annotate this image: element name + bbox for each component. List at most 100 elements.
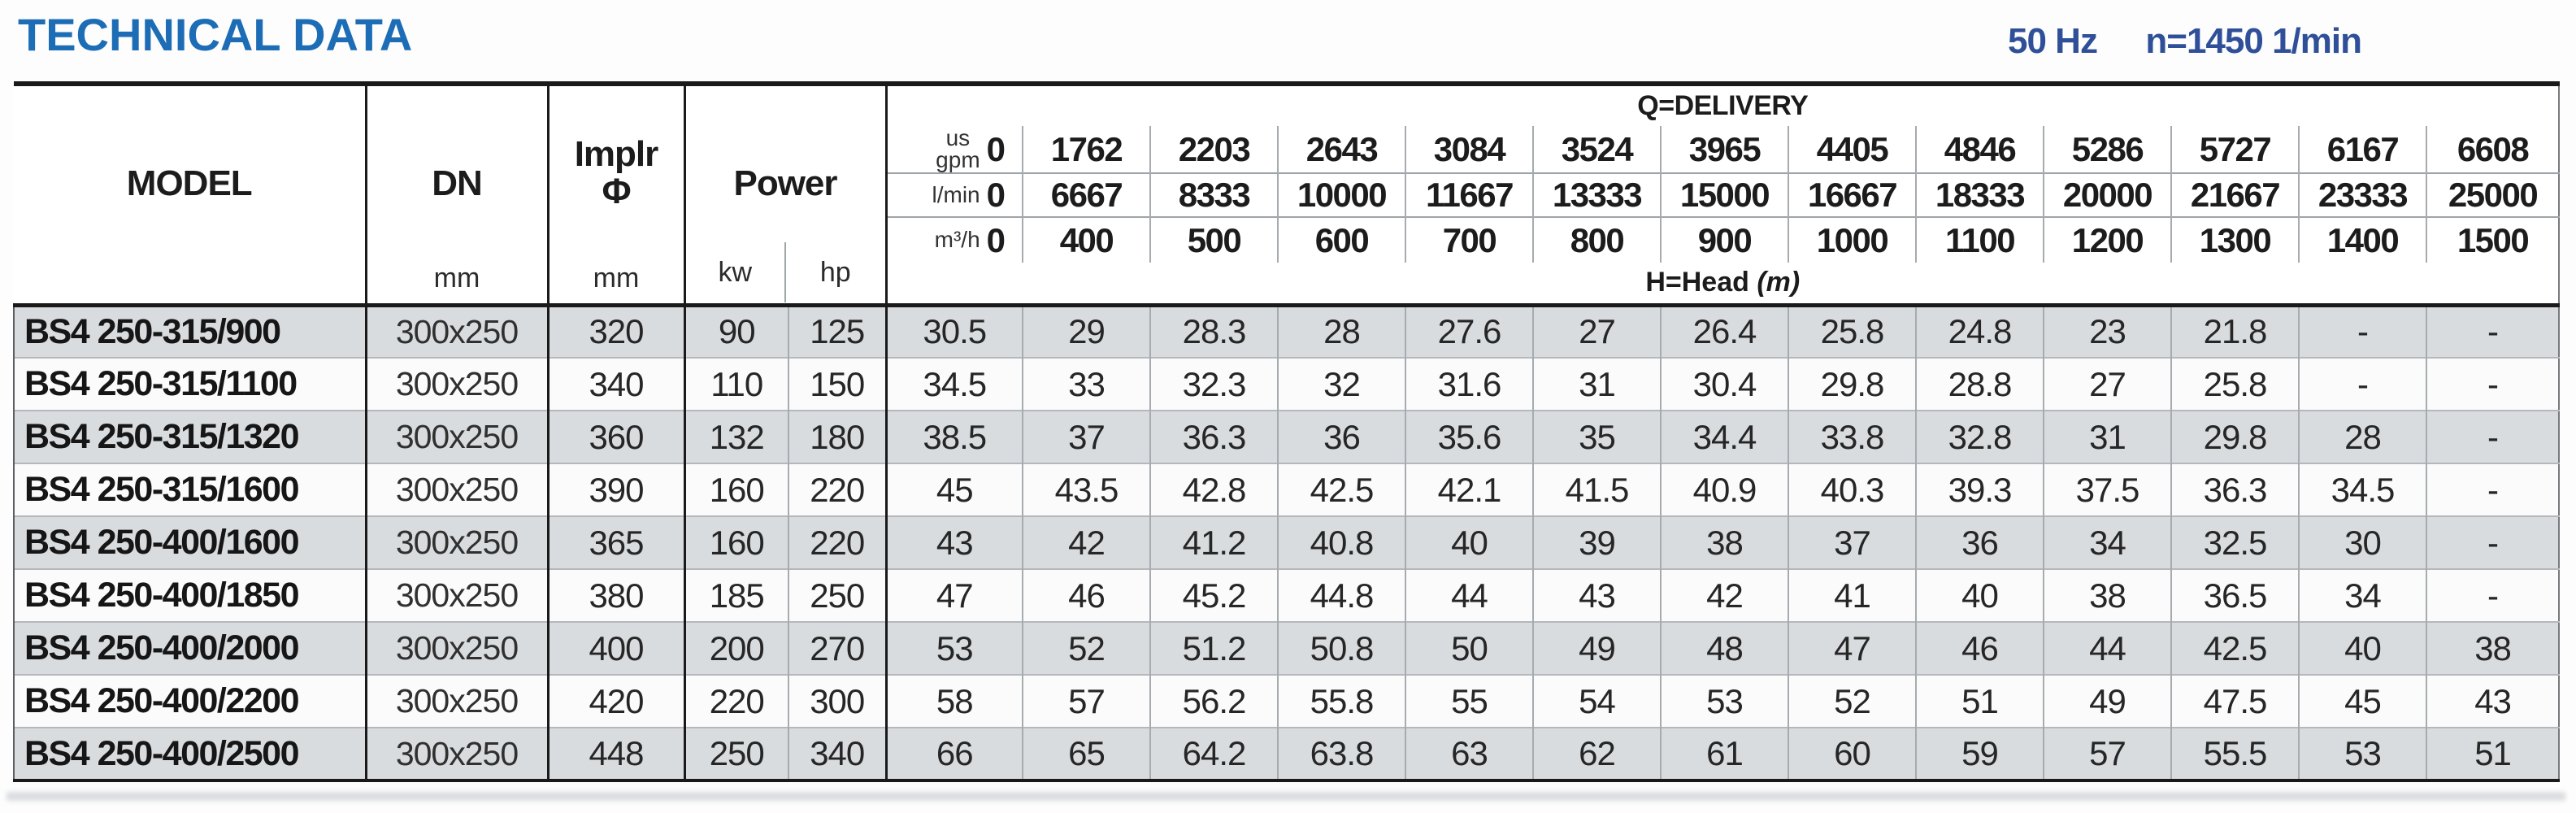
cell-head-value: 63 — [1405, 727, 1534, 780]
dn-header-label: DN — [432, 163, 483, 203]
cell-impeller-diameter: 420 — [548, 674, 686, 728]
delivery-value: 13333 — [1533, 172, 1662, 217]
delivery-value: 11667 — [1405, 172, 1534, 217]
cell-head-value: 66 — [886, 727, 1023, 780]
cell-head-value: - — [2426, 568, 2560, 622]
delivery-value: 700 — [1405, 216, 1534, 263]
delivery-value: 2643 — [1278, 126, 1406, 173]
cell-model: BS4 250-400/1850 — [13, 568, 367, 622]
cell-head-value: 35.6 — [1405, 410, 1534, 463]
cell-head-value: 35 — [1533, 410, 1662, 463]
delivery-value: 1100 — [1916, 216, 2044, 263]
cell-head-value: - — [2426, 463, 2560, 516]
cell-impeller-diameter: 400 — [548, 621, 686, 675]
unit-label-box: l/min 0 — [888, 176, 1023, 215]
delivery-value: 900 — [1661, 216, 1789, 263]
cell-head-value: 46 — [1023, 568, 1151, 622]
cell-model: BS4 250-400/2200 — [13, 674, 367, 728]
cell-power-hp: 250 — [788, 568, 888, 622]
cell-head-value: 32.8 — [1916, 410, 2044, 463]
cell-head-value: 43.5 — [1023, 463, 1151, 516]
cell-head-value: 30.4 — [1661, 357, 1789, 411]
cell-head-value: 31.6 — [1405, 357, 1534, 411]
cell-head-value: 36.5 — [2171, 568, 2300, 622]
table-row: BS4 250-315/1100 300x250 340 110 150 34.5 33 32… — [13, 357, 2560, 411]
cell-head-value: 31 — [2044, 410, 2172, 463]
model-header-label: MODEL — [126, 163, 253, 203]
cell-head-value: 28 — [1278, 302, 1406, 358]
unit-row-label: m³/h 0 — [886, 216, 1023, 263]
delivery-value: 1500 — [2426, 216, 2560, 263]
delivery-value: 800 — [1533, 216, 1662, 263]
delivery-value: 5286 — [2044, 126, 2172, 173]
delivery-value: 1200 — [2044, 216, 2172, 263]
cell-head-value: 28 — [2299, 410, 2427, 463]
cell-head-value: 42.8 — [1150, 463, 1279, 516]
cell-head-value: 21.8 — [2171, 302, 2300, 358]
unit-row-label: l/min 0 — [886, 172, 1023, 217]
column-header-dn: DN mm — [366, 84, 550, 305]
cell-power-kw: 200 — [684, 621, 789, 675]
cell-head-value: 36.3 — [2171, 463, 2300, 516]
cell-dn: 300x250 — [366, 357, 550, 411]
cell-power-hp: 270 — [788, 621, 888, 675]
unit-label-box: us gpm 0 — [888, 124, 1023, 172]
cell-head-value: 29.8 — [2171, 410, 2300, 463]
cell-head-value: 25.8 — [1788, 302, 1917, 358]
cell-head-value: 34 — [2299, 568, 2427, 622]
cell-head-value: 64.2 — [1150, 727, 1279, 780]
cell-model: BS4 250-315/1100 — [13, 357, 367, 411]
unit-row-label: us gpm 0 — [886, 126, 1023, 173]
cell-head-value: 47 — [1788, 621, 1917, 675]
cell-power-kw: 250 — [684, 727, 789, 780]
cell-impeller-diameter: 448 — [548, 727, 686, 780]
cell-head-value: 44 — [1405, 568, 1534, 622]
cell-model: BS4 250-315/900 — [13, 302, 367, 358]
cell-impeller-diameter: 365 — [548, 515, 686, 569]
cell-head-value: 63.8 — [1278, 727, 1406, 780]
cell-power-kw: 160 — [684, 463, 789, 516]
cell-impeller-diameter: 340 — [548, 357, 686, 411]
delivery-value: 16667 — [1788, 172, 1917, 217]
unit-name: us gpm — [936, 124, 980, 172]
cell-head-value: 58 — [886, 674, 1023, 728]
cell-head-value: 26.4 — [1661, 302, 1789, 358]
cell-head-value: 47.5 — [2171, 674, 2300, 728]
cell-head-value: - — [2299, 302, 2427, 358]
cell-head-value: 50.8 — [1278, 621, 1406, 675]
cell-head-value: 32.3 — [1150, 357, 1279, 411]
header-row-m3h: m³/h 0 400 500 600 700 800 900 1000 1100 1200 1300 1… — [14, 216, 2560, 263]
cell-head-value: 43 — [886, 515, 1023, 569]
cell-head-value: 41 — [1788, 568, 1917, 622]
cell-head-value: 57 — [2044, 727, 2172, 780]
table-body: BS4 250-315/900 300x250 320 90 125 30.5 29 28.3… — [13, 302, 2560, 780]
delivery-value: 3965 — [1661, 126, 1789, 173]
cell-power-kw: 132 — [684, 410, 789, 463]
cell-power-hp: 125 — [788, 302, 888, 358]
unit-name: l/min — [932, 181, 980, 207]
table-row: BS4 250-400/2200 300x250 420 220 300 58 57 56.2… — [13, 674, 2560, 728]
cell-head-value: 33.8 — [1788, 410, 1917, 463]
cell-head-value: 38 — [2044, 568, 2172, 622]
page-title: TECHNICAL DATA — [18, 9, 413, 60]
cell-head-value: 55 — [1405, 674, 1534, 728]
cell-dn: 300x250 — [366, 727, 550, 780]
cell-head-value: - — [2426, 357, 2560, 411]
cell-head-value: 40 — [1405, 515, 1534, 569]
delivery-value: 6167 — [2299, 126, 2427, 173]
cell-power-kw: 220 — [684, 674, 789, 728]
cell-dn: 300x250 — [366, 302, 550, 358]
cell-head-value: 32.5 — [2171, 515, 2300, 569]
phi-symbol: Φ — [602, 171, 631, 211]
delivery-value: 500 — [1150, 216, 1279, 263]
cell-head-value: 56.2 — [1150, 674, 1279, 728]
header-row-delivery-title: MODEL DN mm Implr Φ mm Power kw — [14, 84, 2560, 305]
delivery-title: Q=DELIVERY — [886, 84, 2560, 126]
cell-head-value: 50 — [1405, 621, 1534, 675]
table-row: BS4 250-400/2000 300x250 400 200 270 53 52 51.2… — [13, 621, 2560, 675]
delivery-value: 1300 — [2171, 216, 2300, 263]
delivery-value: 8333 — [1150, 172, 1279, 217]
cell-head-value: 46 — [1916, 621, 2044, 675]
cell-head-value: 44.8 — [1278, 568, 1406, 622]
delivery-value: 3084 — [1405, 126, 1534, 173]
